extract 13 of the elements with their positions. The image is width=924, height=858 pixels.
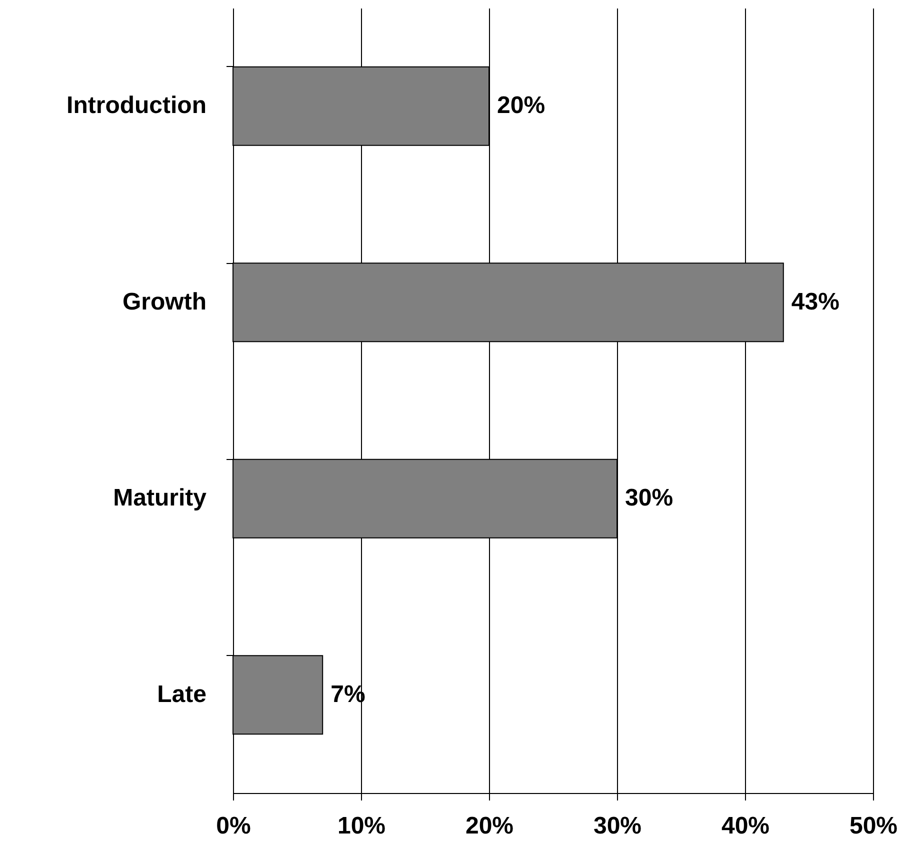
x-tick-label: 20% <box>465 812 514 840</box>
x-tick-label: 0% <box>216 812 251 840</box>
x-tick-label: 30% <box>593 812 642 840</box>
x-tick-label: 10% <box>337 812 386 840</box>
y-tick-label: Introduction <box>66 92 206 120</box>
data-label: 30% <box>625 484 674 512</box>
y-tick-label: Late <box>157 680 206 708</box>
x-tick-label: 40% <box>721 812 770 840</box>
y-tick-label: Maturity <box>113 484 208 512</box>
data-label: 43% <box>791 288 840 316</box>
x-tick-label: 50% <box>849 812 898 840</box>
y-tick-label: Growth <box>122 288 206 316</box>
data-label: 20% <box>497 92 546 120</box>
